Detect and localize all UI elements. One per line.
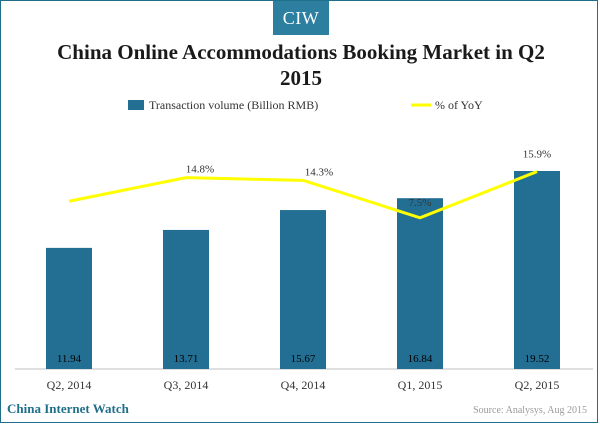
bar-2 [280,210,326,369]
legend: Transaction volume (Billion RMB) % of Yo… [128,98,483,112]
ciw-logo-badge: CIW [273,1,329,35]
legend-bar-label: Transaction volume (Billion RMB) [149,98,318,112]
yoy-value-label-4: 15.9% [523,149,551,161]
source-note: Source: Analysys, Aug 2015 [473,405,587,416]
bar-value-label-2: 15.67 [291,353,316,365]
yoy-value-label-3: 7.5% [409,197,432,209]
x-tick-label-0: Q2, 2014 [47,378,92,392]
brand-name: China Internet Watch [7,401,129,416]
legend-bar-swatch [128,100,144,110]
yoy-line [68,170,538,220]
yoy-value-label-2: 14.3% [305,166,333,178]
x-tick-label-3: Q1, 2015 [398,378,443,392]
x-tick-label-4: Q2, 2015 [515,378,560,392]
bar-value-label-3: 16.84 [408,353,433,365]
x-tick-label-2: Q4, 2014 [281,378,326,392]
bars-layer [46,171,560,369]
bar-3 [397,198,443,369]
bar-4 [514,171,560,369]
bar-0 [46,247,92,369]
yoy-value-label-1: 14.8% [186,164,214,176]
bar-value-label-4: 19.52 [525,353,550,365]
labels-layer: 11.94 Q2, 2014 13.71 Q3, 2014 15.67 Q4, 2014 1… [47,149,560,392]
bar-value-label-0: 11.94 [57,353,82,365]
x-tick-label-1: Q3, 2014 [164,378,209,392]
yoy-line-layer [68,170,538,220]
bar-value-label-1: 13.71 [174,353,199,365]
bar-1 [163,229,209,369]
chart-title: China Online Accommodations Booking Mark… [57,40,545,90]
legend-line-label: % of YoY [435,98,483,112]
